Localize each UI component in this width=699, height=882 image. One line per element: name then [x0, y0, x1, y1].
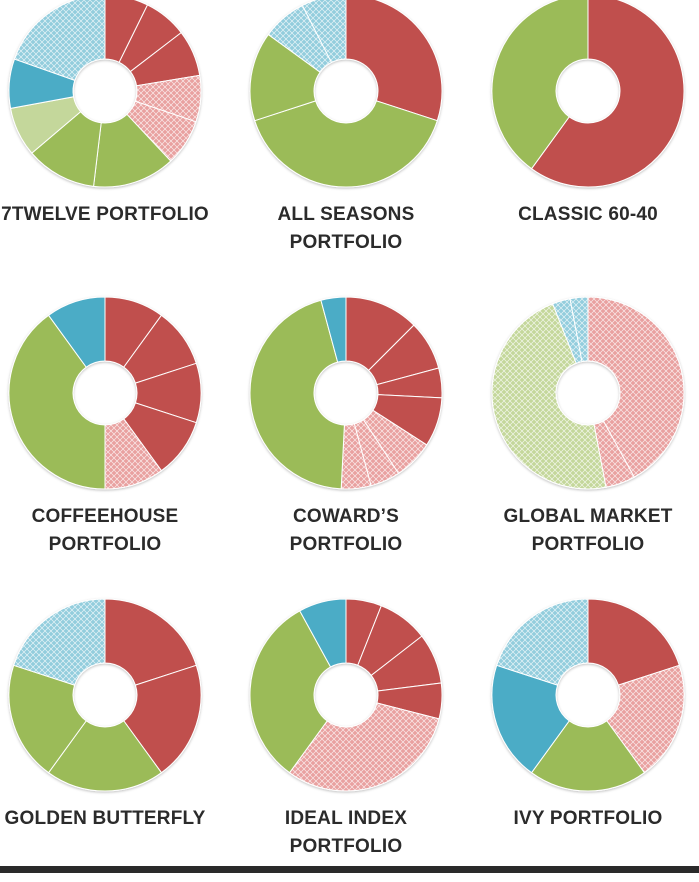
donut-chart [8, 0, 202, 188]
donut-slice [345, 0, 443, 122]
portfolio-card: GOLDEN BUTTERFLY [0, 592, 220, 882]
portfolio-label: CLASSIC 60-40 [518, 204, 658, 225]
donut-slice [301, 0, 347, 64]
donut-slice [47, 720, 163, 792]
donut-slice [320, 296, 347, 363]
donut-slice [93, 113, 172, 188]
donut-slice [8, 314, 106, 490]
donut-chart [491, 296, 685, 490]
donut-chart [491, 0, 685, 188]
donut-slice [496, 598, 589, 686]
donut-slice [530, 0, 685, 188]
portfolio-card: CLASSIC 60-40 [483, 0, 699, 278]
donut-slice [249, 33, 321, 122]
donut-slice [254, 100, 438, 188]
donut-slice [569, 296, 589, 363]
portfolio-card: 7TWELVE PORTFOLIO [0, 0, 220, 278]
donut-slice [587, 598, 680, 686]
portfolio-label: COWARD’S PORTFOLIO [289, 506, 403, 555]
portfolio-card: IDEAL INDEX PORTFOLIO [241, 592, 461, 882]
portfolio-card: COFFEEHOUSE PORTFOLIO [0, 290, 220, 580]
portfolio-label: GLOBAL MARKET PORTFOLIO [503, 506, 673, 555]
portfolio-card: GLOBAL MARKET PORTFOLIO [483, 290, 699, 580]
donut-slice [249, 610, 332, 774]
donut-slice [491, 664, 570, 774]
portfolio-card: IVY PORTFOLIO [483, 592, 699, 882]
portfolio-label: IDEAL INDEX PORTFOLIO [284, 808, 408, 857]
donut-chart [249, 0, 443, 188]
donut-slice [587, 296, 685, 478]
donut-chart [491, 598, 685, 792]
bottom-bar [0, 866, 699, 873]
donut-chart [249, 296, 443, 490]
portfolio-label: 7TWELVE PORTFOLIO [1, 204, 209, 225]
portfolio-card: COWARD’S PORTFOLIO [241, 290, 461, 580]
donut-slice [13, 0, 106, 81]
donut-slice [491, 303, 607, 490]
portfolio-label: IVY PORTFOLIO [513, 808, 663, 829]
donut-slice [606, 664, 685, 774]
donut-slice [47, 296, 106, 368]
donut-slice [288, 702, 440, 792]
donut-chart [8, 296, 202, 490]
donut-slice [104, 598, 197, 686]
donut-slice [249, 299, 345, 490]
donut-slice [8, 664, 87, 774]
portfolio-label: COFFEEHOUSE PORTFOLIO [31, 506, 179, 555]
portfolio-label: GOLDEN BUTTERFLY [4, 808, 206, 829]
donut-chart [249, 598, 443, 792]
donut-slice [123, 664, 202, 774]
donut-slice [530, 720, 646, 792]
donut-chart [8, 598, 202, 792]
donut-slice [491, 0, 589, 170]
portfolio-label: ALL SEASONS PORTFOLIO [277, 204, 415, 253]
donut-slice [299, 598, 347, 668]
donut-slice [13, 598, 106, 686]
portfolio-card: ALL SEASONS PORTFOLIO [241, 0, 461, 278]
